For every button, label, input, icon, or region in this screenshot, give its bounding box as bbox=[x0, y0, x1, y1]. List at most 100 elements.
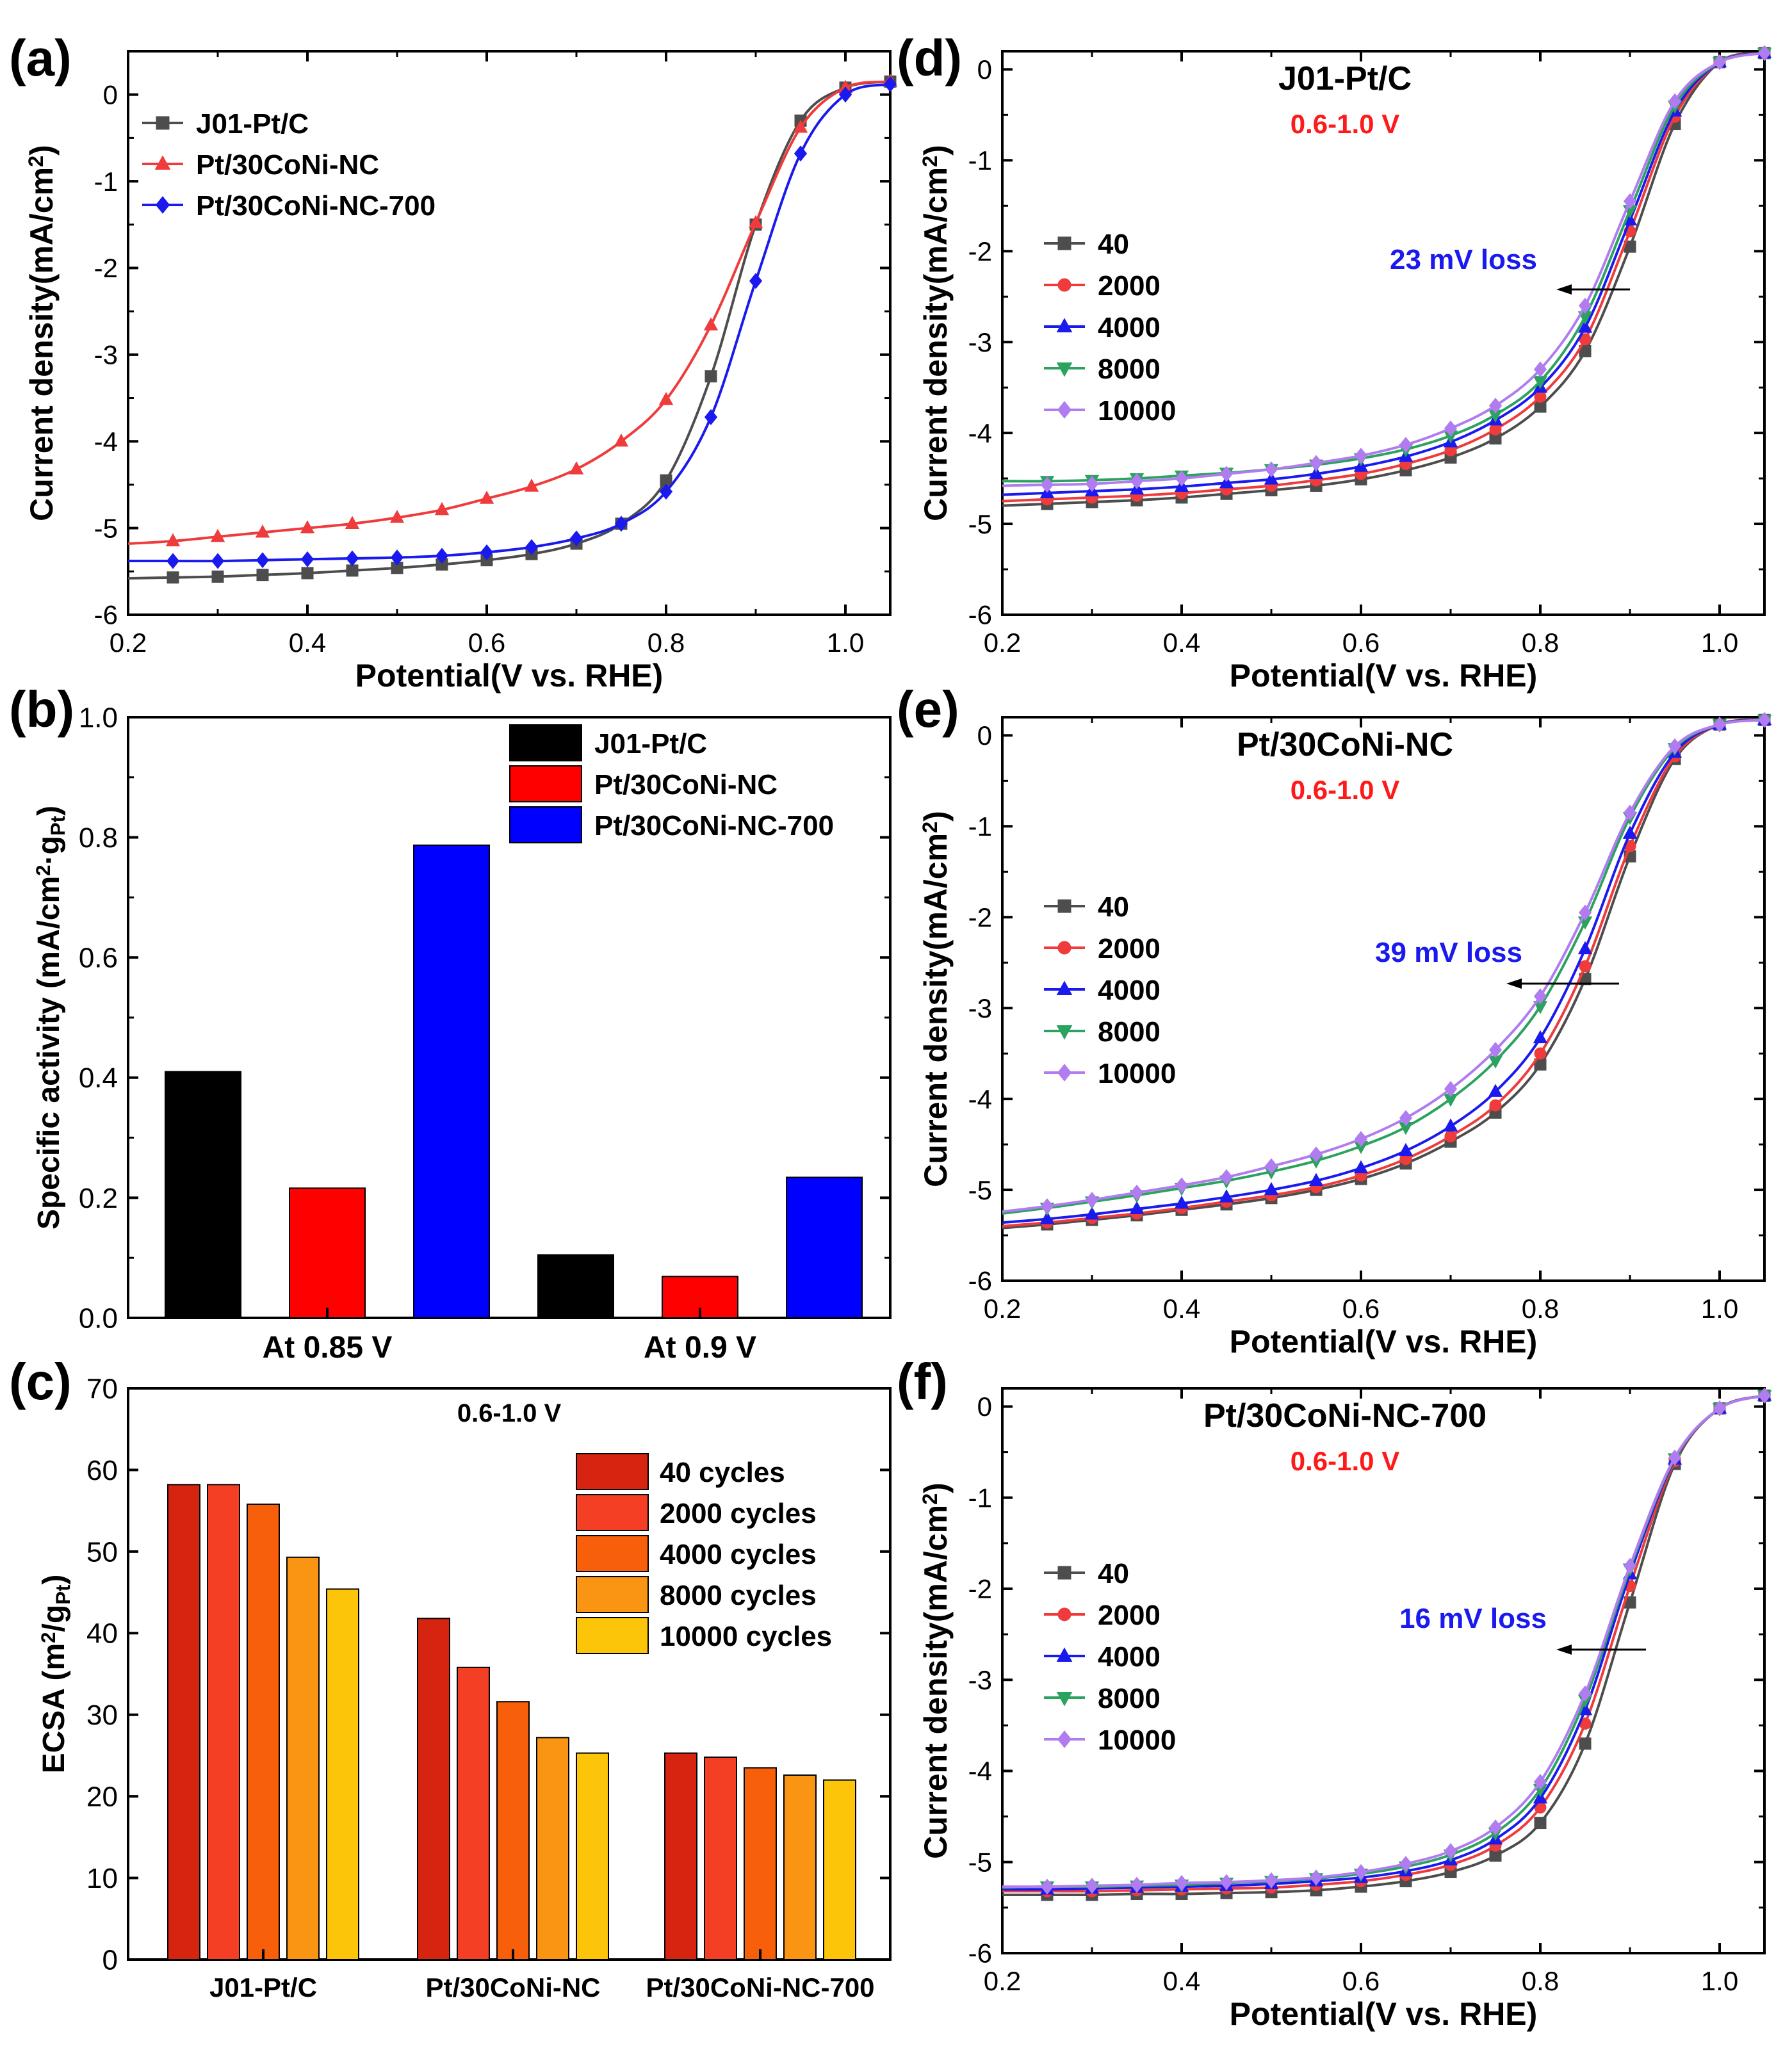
data-point bbox=[1264, 1158, 1278, 1174]
data-point bbox=[1399, 1856, 1413, 1872]
x-category-label: At 0.9 V bbox=[644, 1331, 756, 1365]
data-point bbox=[1264, 1872, 1278, 1888]
data-point bbox=[1534, 1047, 1547, 1060]
bar bbox=[537, 1254, 614, 1319]
chart-e: 0.2 0.4 0.6 0.8 1.0 -6 -5 -4 -3 -2 -1 0 Potential(V … bbox=[918, 711, 1772, 1360]
legend: 40 2000 4000 8000 10000 bbox=[1044, 1558, 1176, 1756]
data-point bbox=[704, 409, 718, 425]
data-point bbox=[480, 544, 494, 561]
x-tick-label: 0.8 bbox=[1522, 628, 1559, 658]
legend-swatch bbox=[576, 1617, 649, 1654]
legend-label: Pt/30CoNi-NC-700 bbox=[594, 810, 834, 841]
data-point bbox=[1264, 1181, 1279, 1196]
data-point bbox=[1579, 1737, 1592, 1750]
bar bbox=[457, 1666, 490, 1960]
panel-label-f: (f) bbox=[897, 1353, 948, 1410]
panel-label-d: (d) bbox=[897, 29, 962, 86]
bar bbox=[823, 1779, 856, 1961]
data-point bbox=[793, 119, 808, 133]
legend-swatch bbox=[576, 1494, 649, 1531]
legend-label: 10000 cycles bbox=[660, 1621, 832, 1652]
y-tick-label: -1 bbox=[94, 166, 118, 197]
data-point bbox=[300, 551, 314, 567]
legend-label: 2000 bbox=[1098, 933, 1161, 964]
data-point bbox=[1579, 960, 1592, 973]
y-tick-label: -4 bbox=[94, 426, 118, 457]
x-tick-label: 0.2 bbox=[110, 628, 147, 658]
chart-d: 0.2 0.4 0.6 0.8 1.0 -6 -5 -4 -3 -2 -1 0 Potential(V … bbox=[918, 45, 1772, 694]
data-point bbox=[256, 569, 269, 581]
legend-label: Pt/30CoNi-NC bbox=[196, 149, 379, 181]
y-tick-label: 0.0 bbox=[79, 1303, 118, 1334]
y-tick-label: -1 bbox=[968, 145, 992, 175]
legend-swatch bbox=[576, 1535, 649, 1572]
data-point bbox=[1130, 1184, 1144, 1201]
data-point bbox=[1354, 1131, 1368, 1148]
data-point bbox=[1354, 448, 1368, 464]
bar bbox=[247, 1503, 280, 1960]
data-point bbox=[1623, 804, 1637, 821]
x-axis-title: Potential(V vs. RHE) bbox=[1230, 1324, 1538, 1360]
data-point bbox=[1757, 45, 1772, 61]
data-point bbox=[1264, 471, 1279, 485]
y-tick-label: 40 bbox=[86, 1618, 118, 1650]
bar bbox=[326, 1588, 359, 1961]
legend-marker bbox=[155, 196, 170, 214]
data-point bbox=[301, 567, 314, 580]
data-point bbox=[166, 553, 180, 569]
data-point bbox=[659, 483, 673, 500]
data-point bbox=[390, 549, 404, 566]
data-point bbox=[1219, 1169, 1234, 1185]
data-point bbox=[1175, 1177, 1189, 1194]
legend-swatch bbox=[509, 806, 582, 843]
y-tick-label: 0.8 bbox=[79, 822, 118, 854]
x-tick-label: 0.4 bbox=[289, 628, 326, 658]
x-tick-label: 0.6 bbox=[1342, 1966, 1380, 1996]
plot-frame bbox=[1001, 50, 1766, 616]
data-point bbox=[210, 528, 225, 542]
legend-label: 2000 cycles bbox=[660, 1498, 817, 1529]
panel-label-e: (e) bbox=[897, 681, 959, 738]
legend-marker bbox=[156, 116, 170, 130]
x-category-label: At 0.85 V bbox=[263, 1331, 393, 1365]
x-axis-title: Potential(V vs. RHE) bbox=[1230, 1996, 1538, 2032]
data-point bbox=[569, 530, 583, 547]
legend-marker bbox=[1057, 1064, 1072, 1082]
data-point bbox=[838, 86, 852, 103]
legend-swatch bbox=[509, 765, 582, 802]
legend-label: 4000 bbox=[1098, 1641, 1161, 1673]
y-tick-label: -2 bbox=[968, 902, 992, 932]
data-point bbox=[1533, 988, 1547, 1005]
y-tick-label: 60 bbox=[86, 1455, 118, 1486]
legend: 40 cycles 2000 cycles 4000 cycles 8000 cycl… bbox=[576, 1453, 832, 1654]
data-point bbox=[167, 571, 179, 584]
legend: 40 2000 4000 8000 10000 bbox=[1044, 229, 1176, 426]
legend-marker bbox=[1057, 941, 1071, 955]
data-point bbox=[614, 516, 628, 532]
panel-label-a: (a) bbox=[9, 29, 72, 86]
data-point bbox=[1219, 466, 1234, 482]
y-tick-label: 0 bbox=[103, 79, 118, 110]
data-point bbox=[1623, 193, 1637, 209]
y-tick-label: -1 bbox=[968, 1482, 992, 1513]
x-tick-label: 0.8 bbox=[648, 628, 685, 658]
x-category-label: J01-Pt/C bbox=[209, 1972, 317, 2002]
bar bbox=[783, 1774, 817, 1961]
data-point bbox=[1444, 1843, 1458, 1860]
x-tick-label: 1.0 bbox=[827, 628, 864, 658]
panel-subtitle: 0.6-1.0 V bbox=[1291, 1446, 1399, 1476]
legend-label: 10000 bbox=[1098, 1058, 1176, 1089]
y-tick-label: -3 bbox=[968, 1665, 992, 1695]
y-tick-label: 20 bbox=[86, 1782, 118, 1813]
panel-title: 0.6-1.0 V bbox=[457, 1399, 562, 1427]
y-tick-label: -5 bbox=[94, 513, 118, 543]
data-point bbox=[1488, 398, 1503, 414]
data-point bbox=[1578, 904, 1592, 921]
legend-label: 10000 bbox=[1098, 395, 1176, 426]
data-point bbox=[1577, 941, 1593, 955]
loss-arrow-head bbox=[1556, 284, 1572, 295]
data-point bbox=[1577, 320, 1593, 333]
x-tick-label: 1.0 bbox=[1701, 628, 1738, 658]
y-axis-title: Current density(mA/cm2) bbox=[918, 145, 954, 521]
y-tick-label: 0 bbox=[102, 1944, 118, 1976]
